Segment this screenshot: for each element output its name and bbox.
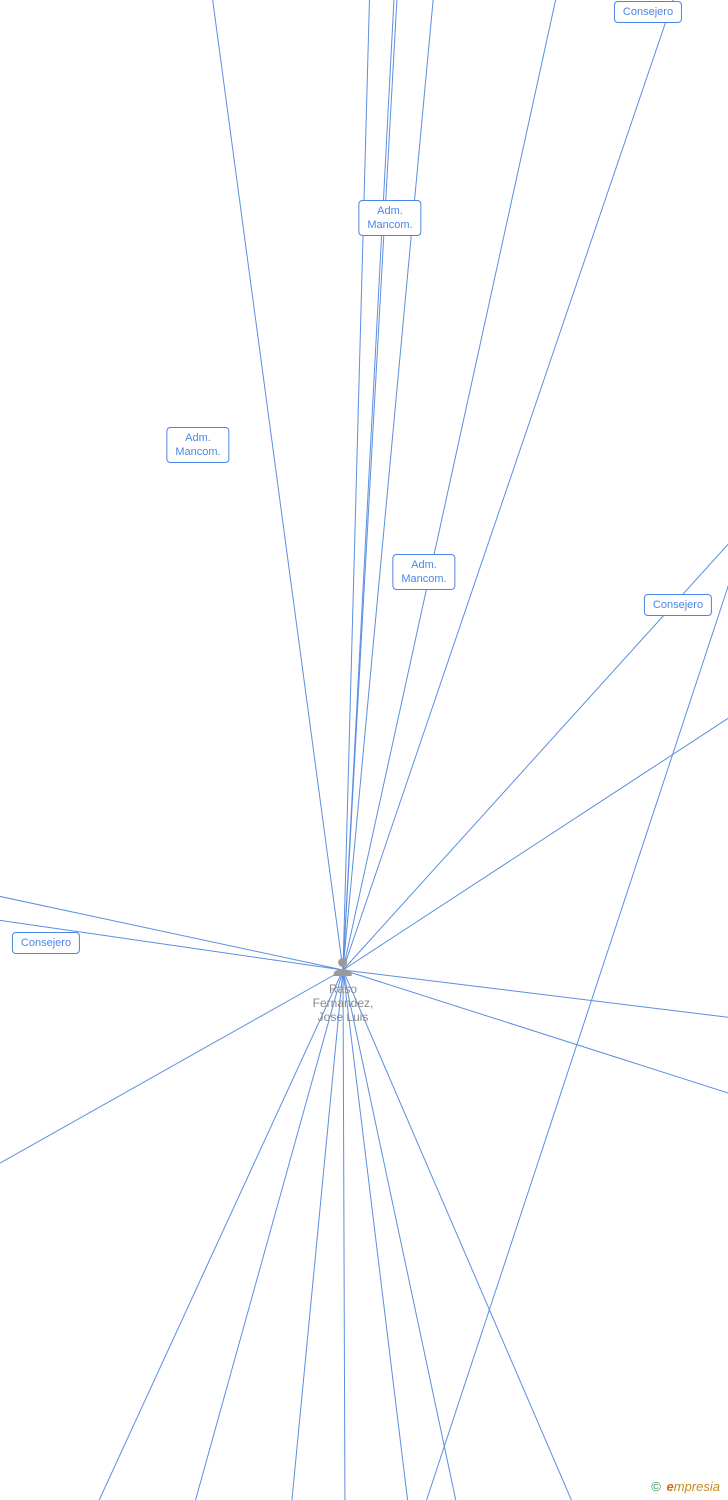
role-node[interactable]: Consejero — [644, 594, 712, 616]
copyright-symbol: © — [651, 1479, 661, 1494]
center-person-name: Raso Fernandez, Jose Luis — [313, 982, 374, 1024]
role-node[interactable]: Adm. Mancom. — [166, 427, 229, 463]
role-node[interactable]: Consejero — [614, 1, 682, 23]
role-node[interactable]: Adm. Mancom. — [392, 554, 455, 590]
brand-rest: mpresia — [674, 1479, 720, 1494]
person-icon — [332, 956, 354, 978]
brand-initial: e — [667, 1479, 674, 1494]
center-person-node[interactable]: Raso Fernandez, Jose Luis — [313, 956, 374, 1024]
watermark: © empresia — [651, 1479, 720, 1494]
role-node[interactable]: Adm. Mancom. — [358, 200, 421, 236]
role-node[interactable]: Consejero — [12, 932, 80, 954]
